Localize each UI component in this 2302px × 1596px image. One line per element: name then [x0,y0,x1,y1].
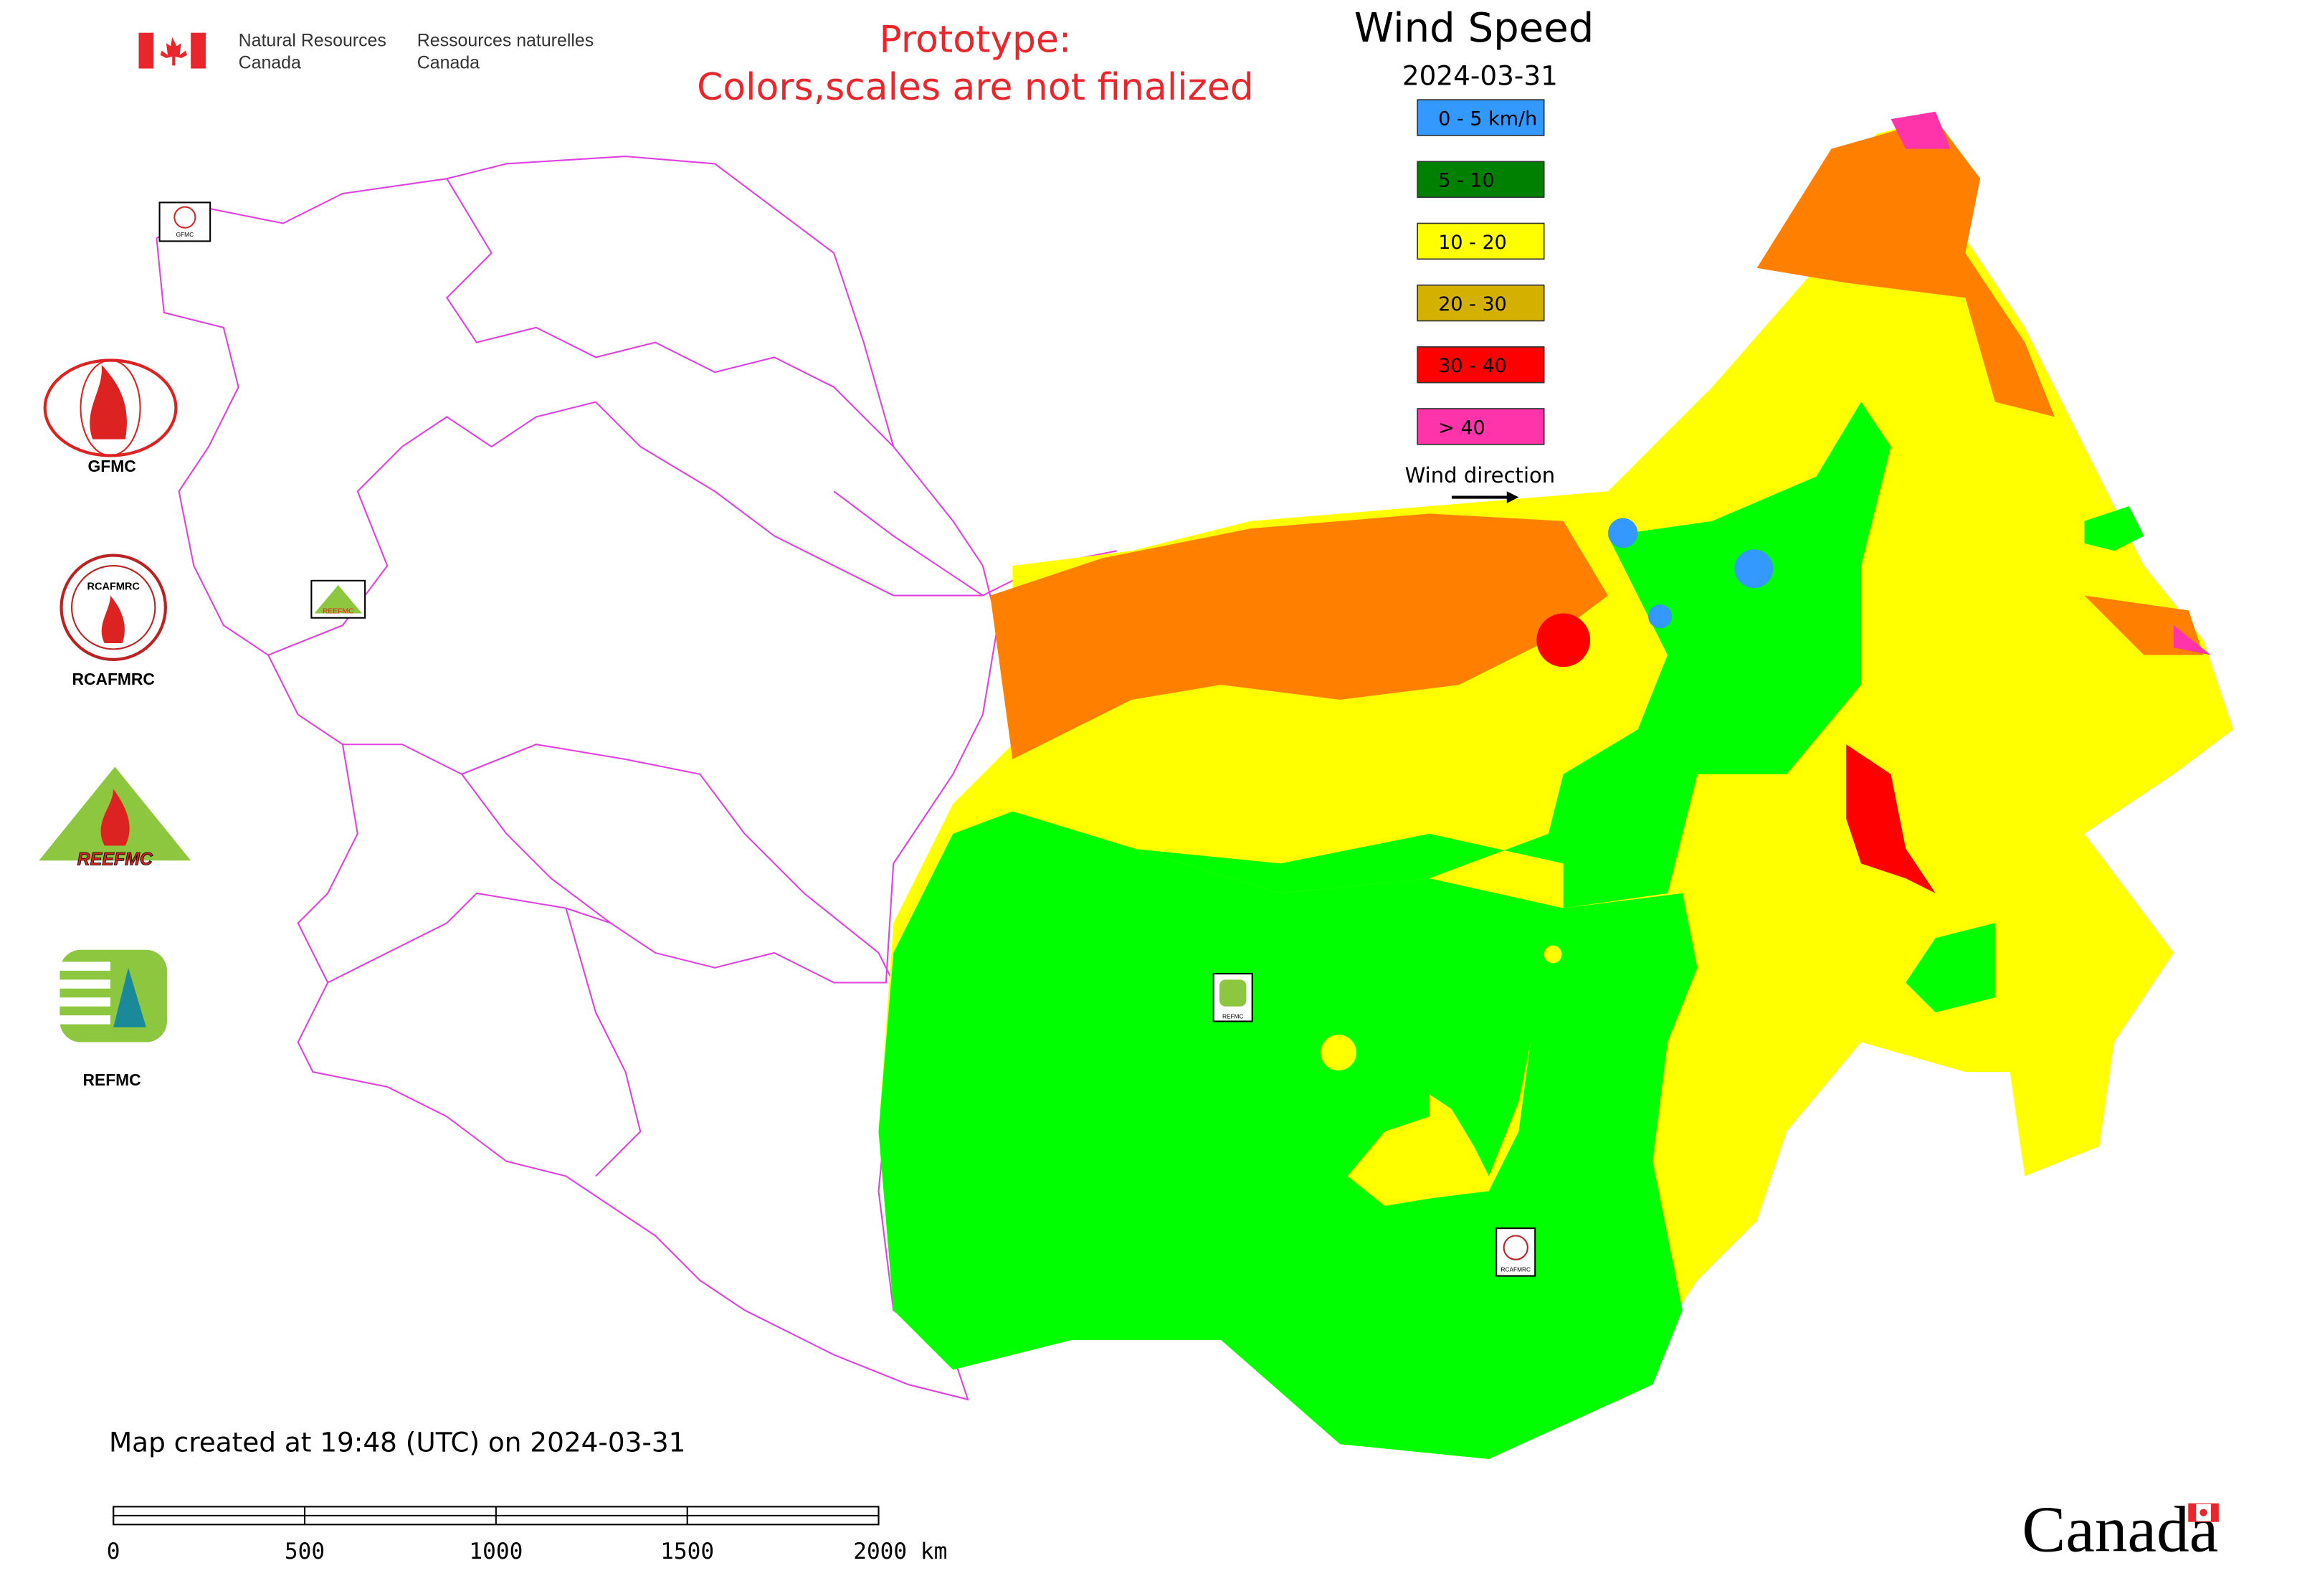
legend-date: 2024-03-31 [1402,60,1558,91]
legend-label: > 40 [1438,417,1485,439]
legend-swatch [1417,284,1545,322]
refmc-logo [60,949,167,1042]
rcafmrc-logo: RCAFMRC [60,554,167,661]
gfmc-logo [43,358,178,457]
legend-label: 5 - 10 [1438,170,1494,192]
legend-title: Wind Speed [1354,5,1594,52]
logo-text: RCAFMRC [87,581,140,592]
wind-field [878,111,2234,1459]
legend-swatch [1417,222,1545,260]
marker-label: REFMC [1222,1012,1244,1020]
wind-direction-label: Wind direction [1405,463,1556,488]
legend-swatch [1417,161,1545,198]
scale-label: 2000 km [853,1539,947,1564]
map-marker: REFMC [1212,972,1253,1022]
scale-label: 1000 [469,1539,523,1564]
legend-label: 0 - 5 km/h [1438,108,1537,130]
scale-label: 500 [285,1539,325,1564]
department-en: Natural Resources [239,30,386,50]
legend: 0 - 5 km/h 5 - 10 10 - 20 20 - 30 30 - 40 > 4… [1417,99,1545,445]
canada-wordmark: Canada [2022,1493,2218,1566]
legend-label: 30 - 40 [1438,355,1507,377]
country-borders [156,155,1653,1401]
reefmc-logo: REEFMC [39,766,191,870]
scale-label: 0 [107,1539,120,1564]
map-created: Map created at 19:48 (UTC) on 2024-03-31 [109,1427,685,1458]
scale-bar: 0 500 1000 1500 2000 km [107,1506,947,1564]
logo-text: REEFMC [77,849,153,869]
legend-swatch [1417,346,1545,384]
legend-swatch [1417,99,1545,136]
legend-label: 20 - 30 [1438,293,1507,315]
logo-label: REFMC [83,1070,141,1089]
logo-label: RCAFMRC [72,670,154,688]
notice: Colors,scales are not finalized [697,66,1254,109]
map-marker: REEFMC [310,579,366,619]
legend-label: 10 - 20 [1438,232,1507,254]
wind-direction-arrow [1451,491,1519,503]
map-marker: GFMC [158,201,211,242]
marker-label: GFMC [176,231,194,238]
legend-swatch [1417,408,1545,445]
department-en: Canada [239,53,301,73]
marker-label: RCAFMRC [1500,1265,1530,1273]
department-fr: Ressources naturelles [417,30,594,50]
map-marker: RCAFMRC [1495,1227,1536,1277]
notice: Prototype: [880,19,1072,62]
canada-flag [138,32,206,69]
wordmark-flag [2188,1503,2219,1522]
logo-label: GFMC [88,457,136,475]
marker-label: REEFMC [323,608,354,616]
scale-label: 1500 [660,1539,714,1564]
department-fr: Canada [417,53,480,73]
